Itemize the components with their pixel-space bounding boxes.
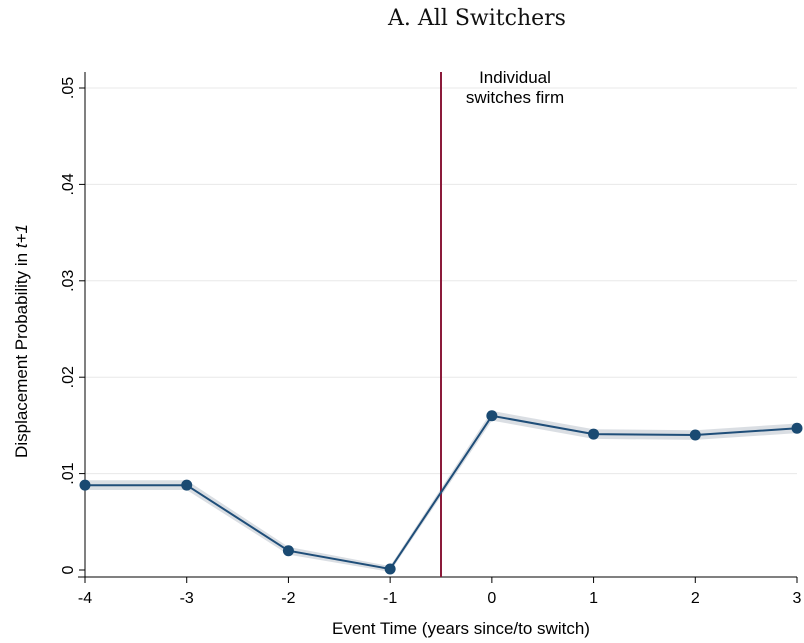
data-point [79,479,91,491]
series-line-layer [85,414,798,571]
event-annotation-line: switches firm [466,88,564,107]
x-tick-label: -4 [78,590,92,607]
axes-layer: 0 .01 .02 .03 .04 .05 -4 -3 -2 -1 0 1 2 3 [60,72,802,607]
data-point [486,410,498,422]
data-point [689,429,701,441]
y-tick-label: .04 [60,173,77,195]
data-point [282,545,294,557]
chart-title: A. All Switchers [388,6,566,31]
x-tick-label: 2 [691,590,700,607]
data-point [791,422,803,434]
data-point [384,563,396,575]
x-tick-label: -3 [180,590,194,607]
x-tick-label: 3 [793,590,802,607]
points-layer [79,410,803,575]
series-line [85,414,798,571]
y-tick-label: .02 [60,366,77,388]
x-tick-label: -2 [281,590,295,607]
y-tick-label: .05 [60,77,77,99]
x-axis-label: Event Time (years since/to switch) [332,619,590,638]
x-tick-label: 1 [589,590,598,607]
y-tick-label: .01 [60,462,77,484]
y-tick-label: .03 [60,270,77,292]
data-point [181,479,193,491]
x-tick-label: -1 [383,590,397,607]
y-axis-label: Displacement Probability in t+1 [12,224,31,458]
event-annotation-line: Individual [479,68,551,87]
data-point [588,428,600,440]
y-tick-label: 0 [60,565,77,574]
x-tick-label: 0 [487,590,496,607]
